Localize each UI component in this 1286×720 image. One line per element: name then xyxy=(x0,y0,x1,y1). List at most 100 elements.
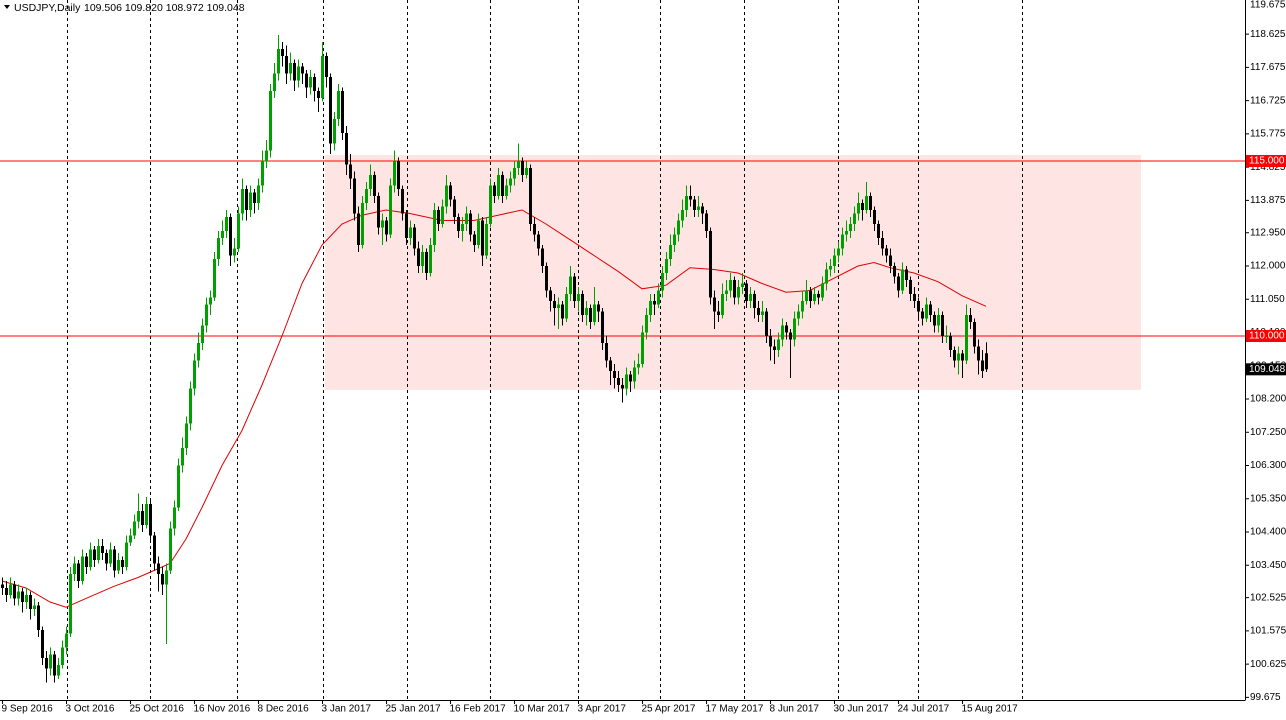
candle-body xyxy=(745,283,748,301)
candle-body xyxy=(525,168,528,175)
candle-body xyxy=(277,49,280,74)
candle-body xyxy=(485,224,488,256)
candle-body xyxy=(377,196,380,228)
y-tick-label: 117.675 xyxy=(1250,62,1286,73)
candle-body xyxy=(73,563,76,574)
candle-body xyxy=(889,255,892,266)
candle-body xyxy=(465,213,468,224)
x-tick-label: 3 Jan 2017 xyxy=(322,704,372,715)
candle-body xyxy=(837,248,840,256)
x-tick-label: 16 Feb 2017 xyxy=(450,704,507,715)
candle-body xyxy=(957,353,960,361)
candle-body xyxy=(569,276,572,294)
candle-body xyxy=(913,294,916,301)
candle-body xyxy=(213,259,216,298)
candle-body xyxy=(385,220,388,235)
candle-body xyxy=(665,259,668,273)
candle-body xyxy=(769,336,772,347)
candle-body xyxy=(973,322,976,347)
candle-body xyxy=(909,280,912,294)
candle-body xyxy=(497,175,500,196)
candle-body xyxy=(849,224,852,231)
candle-body xyxy=(897,276,900,291)
candle-body xyxy=(937,315,940,326)
y-tick-label: 111.050 xyxy=(1250,294,1285,305)
candle-body xyxy=(809,290,812,301)
candle-body xyxy=(821,283,824,298)
candle-body xyxy=(829,266,832,270)
candle-body xyxy=(257,185,260,203)
candle-body xyxy=(5,588,8,595)
candle-body xyxy=(261,161,264,186)
candle-body xyxy=(509,178,512,186)
candle-body xyxy=(269,91,272,151)
candle-body xyxy=(753,294,756,308)
candle-body xyxy=(633,367,636,382)
candle-body xyxy=(693,199,696,210)
x-tick-label: 8 Dec 2016 xyxy=(258,704,310,715)
x-tick-label: 8 Jun 2017 xyxy=(770,704,820,715)
x-tick-label: 30 Jun 2017 xyxy=(834,704,889,715)
candle-body xyxy=(705,213,708,231)
candle-body xyxy=(101,546,104,553)
candle-body xyxy=(541,248,544,266)
candle-body xyxy=(237,213,240,249)
candle-body xyxy=(201,325,204,343)
candle-body xyxy=(833,255,836,266)
candle-body xyxy=(221,231,224,238)
candle-body xyxy=(793,318,796,340)
candle-body xyxy=(517,161,520,168)
candle-body xyxy=(933,315,936,326)
x-tick-label: 25 Apr 2017 xyxy=(642,704,696,715)
candle-body xyxy=(317,91,320,98)
candle-body xyxy=(405,213,408,238)
candle-body xyxy=(621,385,624,389)
level-price-box xyxy=(1246,155,1286,167)
y-tick-label: 113.875 xyxy=(1250,195,1286,206)
candle-body xyxy=(473,234,476,245)
candle-body xyxy=(649,301,652,315)
candle-body xyxy=(417,248,420,266)
candle-body xyxy=(401,189,404,214)
candle-body xyxy=(729,280,732,291)
candle-body xyxy=(533,224,536,235)
candle-body xyxy=(177,465,180,508)
y-tick-label: 99.675 xyxy=(1250,692,1281,703)
candle-body xyxy=(449,185,452,200)
candle-body xyxy=(557,304,560,308)
candle-body xyxy=(749,294,752,301)
candle-body xyxy=(305,73,308,88)
y-tick-label: 118.625 xyxy=(1250,29,1286,40)
candle-body xyxy=(169,528,172,571)
candle-body xyxy=(345,133,348,165)
candle-body xyxy=(689,196,692,200)
candle-body xyxy=(321,56,324,98)
candle-body xyxy=(457,217,460,231)
candle-body xyxy=(157,563,160,574)
candle-body xyxy=(217,238,220,259)
candle-body xyxy=(869,196,872,210)
candle-body xyxy=(577,294,580,301)
candle-body xyxy=(881,238,884,249)
candle-body xyxy=(681,210,684,221)
y-tick-label: 112.000 xyxy=(1250,261,1286,272)
candle-body xyxy=(121,560,124,567)
candle-body xyxy=(253,192,256,203)
candle-body xyxy=(553,301,556,308)
candle-body xyxy=(109,549,112,564)
y-tick-label: 108.200 xyxy=(1250,394,1286,405)
candle-body xyxy=(565,294,568,319)
candle-body xyxy=(301,66,304,74)
y-tick-label: 106.300 xyxy=(1250,460,1286,471)
y-tick-label: 112.950 xyxy=(1250,227,1286,238)
candle-body xyxy=(245,189,248,210)
candle-body xyxy=(817,294,820,298)
candle-body xyxy=(733,280,736,298)
candle-body xyxy=(9,584,12,595)
level-price-box xyxy=(1246,330,1286,342)
candle-body xyxy=(605,343,608,361)
candle-body xyxy=(373,175,376,196)
candle-body xyxy=(477,220,480,245)
candle-body xyxy=(225,217,228,231)
